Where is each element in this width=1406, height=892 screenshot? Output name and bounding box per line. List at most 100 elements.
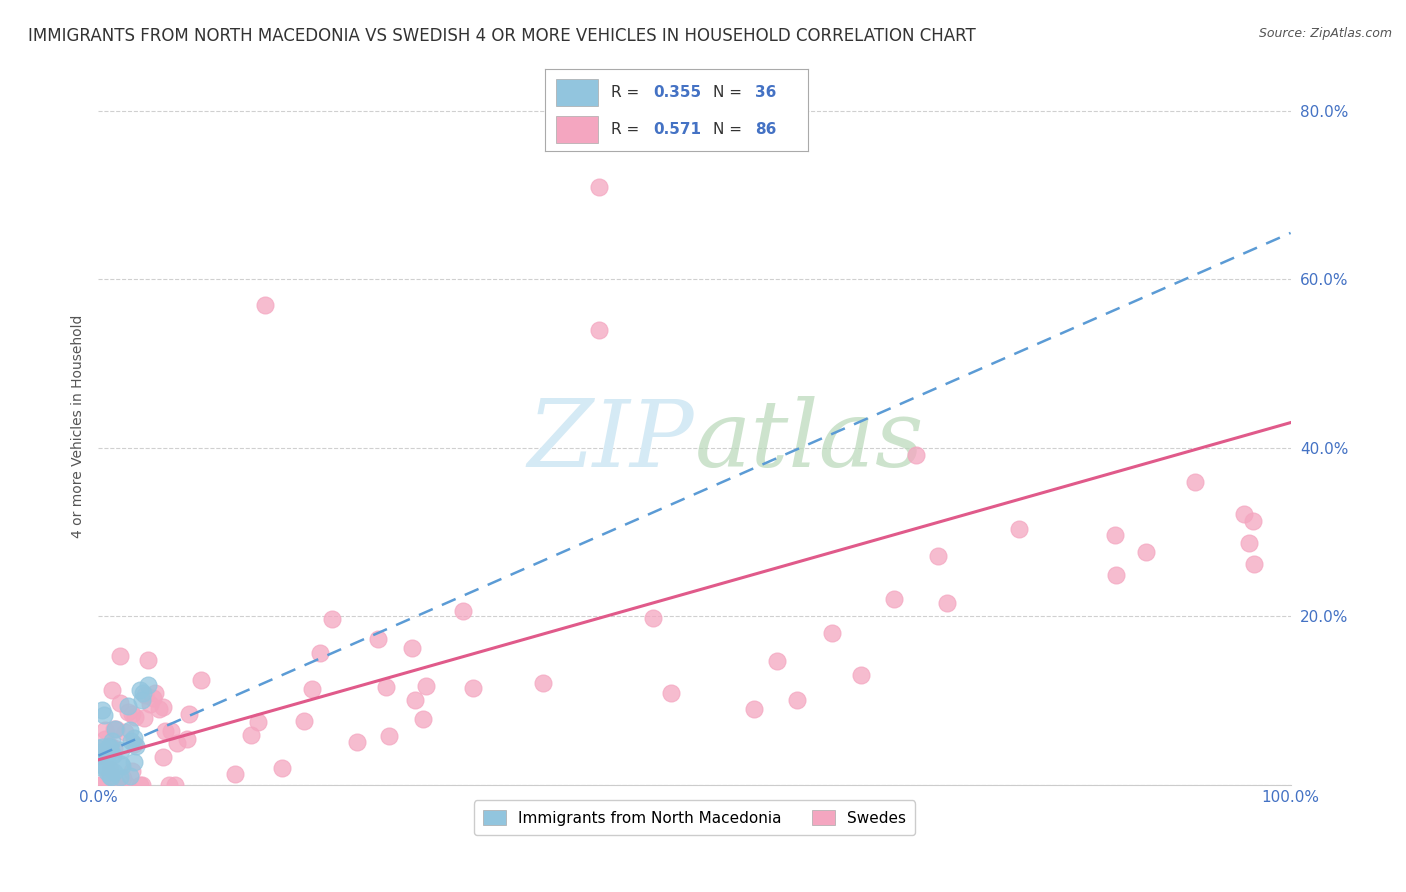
Point bbox=[301, 681, 323, 696]
Point bbox=[90, 739, 112, 754]
Point bbox=[142, 691, 165, 706]
Point bbox=[246, 714, 269, 729]
Point bbox=[87, 748, 110, 763]
Point bbox=[93, 751, 115, 765]
Text: IMMIGRANTS FROM NORTH MACEDONIA VS SWEDISH 4 OR MORE VEHICLES IN HOUSEHOLD CORRE: IMMIGRANTS FROM NORTH MACEDONIA VS SWEDI… bbox=[28, 27, 976, 45]
Point bbox=[309, 647, 332, 661]
Point bbox=[851, 668, 873, 682]
Point bbox=[1105, 567, 1128, 582]
Point bbox=[90, 745, 112, 759]
Point bbox=[412, 712, 434, 726]
Point bbox=[111, 759, 134, 773]
Point bbox=[588, 179, 610, 194]
Point bbox=[117, 778, 139, 792]
Point bbox=[103, 741, 125, 756]
Point bbox=[94, 731, 117, 746]
Point bbox=[101, 747, 124, 762]
Point bbox=[105, 778, 128, 792]
Point bbox=[239, 728, 262, 742]
Point bbox=[643, 611, 665, 625]
Point bbox=[927, 549, 949, 563]
Point bbox=[1241, 514, 1264, 528]
Point bbox=[531, 676, 554, 690]
Point bbox=[93, 723, 115, 737]
Point bbox=[415, 679, 437, 693]
Point bbox=[270, 761, 292, 775]
Point bbox=[98, 769, 121, 783]
Point bbox=[111, 772, 134, 786]
Point bbox=[97, 768, 120, 782]
Point bbox=[134, 688, 156, 702]
Point bbox=[87, 756, 110, 771]
Point bbox=[89, 778, 111, 792]
Point bbox=[377, 729, 399, 743]
Point bbox=[1184, 475, 1206, 489]
Point bbox=[91, 702, 114, 716]
Point bbox=[152, 700, 174, 714]
Point bbox=[121, 764, 143, 778]
Point bbox=[103, 765, 125, 780]
Point bbox=[103, 722, 125, 736]
Point bbox=[401, 640, 423, 655]
Point bbox=[100, 683, 122, 698]
Point bbox=[129, 682, 152, 697]
Point bbox=[93, 759, 115, 773]
Point bbox=[105, 722, 128, 736]
Point bbox=[190, 673, 212, 688]
Point bbox=[131, 778, 153, 792]
Point bbox=[108, 649, 131, 664]
Point bbox=[124, 737, 146, 751]
Point bbox=[905, 448, 928, 462]
Point bbox=[114, 724, 136, 739]
Point bbox=[125, 739, 148, 753]
Point bbox=[96, 764, 118, 779]
Point bbox=[122, 731, 145, 746]
Point bbox=[117, 705, 139, 719]
Point bbox=[90, 778, 112, 792]
Point bbox=[118, 723, 141, 738]
Point bbox=[120, 733, 142, 747]
Point bbox=[883, 591, 905, 606]
Point bbox=[1237, 536, 1260, 550]
Point bbox=[148, 702, 170, 716]
Point bbox=[766, 654, 789, 668]
Point bbox=[98, 739, 121, 753]
Point bbox=[100, 770, 122, 784]
Point bbox=[110, 756, 132, 771]
Point bbox=[104, 722, 127, 736]
Point bbox=[1243, 557, 1265, 571]
Point bbox=[292, 714, 315, 729]
Point bbox=[122, 756, 145, 770]
Point bbox=[110, 770, 132, 784]
Point bbox=[375, 681, 398, 695]
Point bbox=[98, 739, 121, 754]
Point bbox=[153, 724, 176, 739]
Point bbox=[98, 762, 121, 776]
Point bbox=[177, 706, 200, 721]
Point bbox=[1008, 522, 1031, 536]
Point bbox=[346, 735, 368, 749]
Point bbox=[786, 693, 808, 707]
Point bbox=[742, 702, 765, 716]
Point bbox=[132, 711, 155, 725]
Point bbox=[165, 778, 187, 792]
Point bbox=[93, 708, 115, 723]
Point bbox=[659, 686, 682, 700]
Point bbox=[1233, 508, 1256, 522]
Point bbox=[124, 709, 146, 723]
Point bbox=[936, 596, 959, 610]
Point bbox=[588, 323, 610, 337]
Point bbox=[96, 748, 118, 763]
Point bbox=[1104, 528, 1126, 542]
Text: atlas: atlas bbox=[695, 396, 924, 486]
Point bbox=[96, 753, 118, 767]
Point bbox=[117, 698, 139, 713]
Point bbox=[91, 745, 114, 759]
Point bbox=[254, 297, 277, 311]
Point bbox=[176, 731, 198, 746]
Point bbox=[821, 626, 844, 640]
Point bbox=[91, 746, 114, 760]
Point bbox=[128, 778, 150, 792]
Point bbox=[157, 778, 180, 792]
Point bbox=[136, 678, 159, 692]
